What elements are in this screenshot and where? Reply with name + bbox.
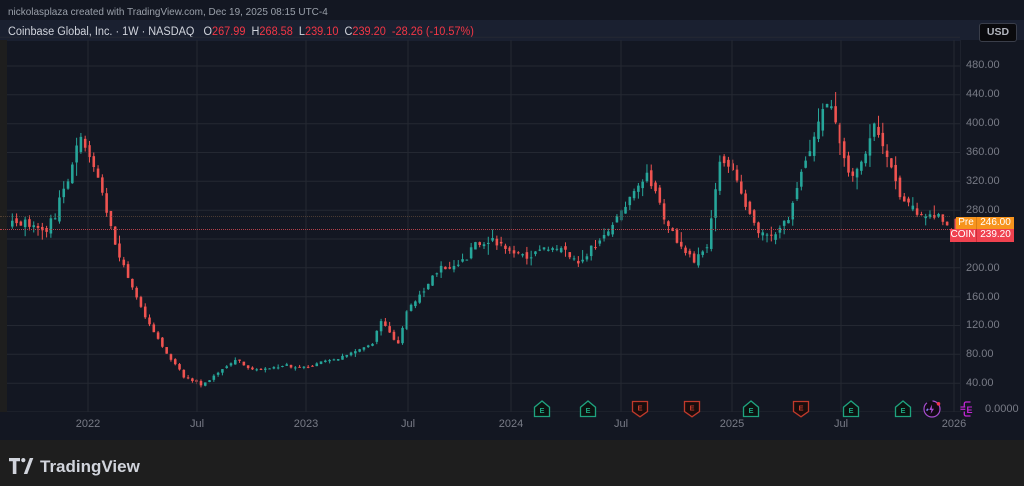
svg-text:E: E <box>798 404 803 413</box>
svg-text:E: E <box>900 406 905 415</box>
svg-text:E: E <box>539 406 544 415</box>
svg-text:E: E <box>966 405 972 415</box>
svg-text:0.0000: 0.0000 <box>985 403 1019 415</box>
svg-text:E: E <box>689 404 694 413</box>
svg-text:E: E <box>748 406 753 415</box>
svg-text:E: E <box>848 406 853 415</box>
svg-text:E: E <box>585 406 590 415</box>
svg-text:E: E <box>637 404 642 413</box>
